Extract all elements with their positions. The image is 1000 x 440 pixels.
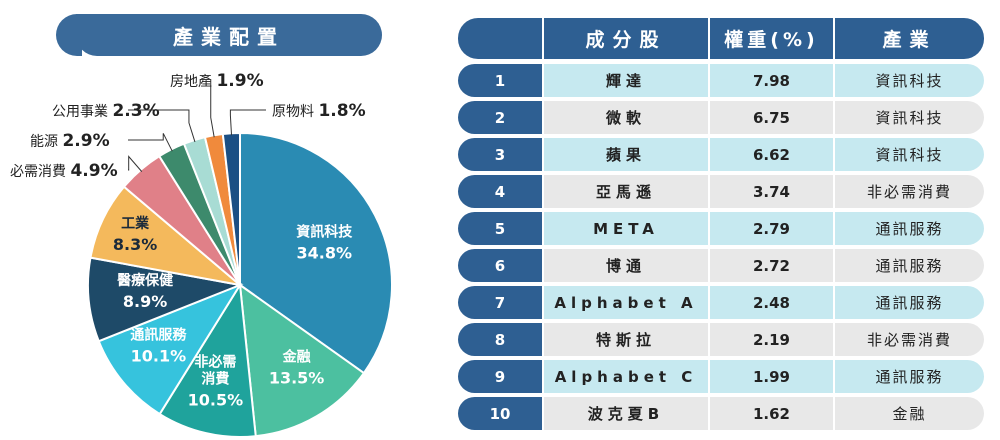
weight-cell: 7.98	[710, 64, 833, 97]
slice-label: 通訊服務	[130, 326, 187, 343]
table-body: 1 輝達 7.98 資訊科技 2 微軟 6.75 資訊科技 3 蘋果 6.62 資訊科技 4 亞馬遜 3.7…	[458, 64, 984, 430]
rank-cell: 9	[458, 360, 542, 393]
weight-cell: 1.62	[710, 397, 833, 430]
slice-label: 資訊科技	[296, 224, 353, 241]
holdings-table: 成分股 權重(%) 產業 1 輝達 7.98 資訊科技 2 微軟 6.75 資訊科技 3 蘋果 6.…	[458, 18, 984, 434]
sector-cell: 通訊服務	[835, 286, 984, 319]
rank-cell: 4	[458, 175, 542, 208]
weight-cell: 6.75	[710, 101, 833, 134]
pie-slice	[97, 282, 243, 416]
slice-callout-label: 能源 2.9%	[30, 131, 110, 151]
weight-cell: 6.62	[710, 138, 833, 171]
rank-cell: 7	[458, 286, 542, 319]
header-rank	[458, 18, 542, 59]
pie-slice	[239, 131, 393, 375]
table-row: 5 META 2.79 通訊服務	[458, 212, 984, 245]
rank-cell: 10	[458, 397, 542, 430]
slice-label: 消費	[201, 371, 229, 388]
weight-cell: 2.72	[710, 249, 833, 282]
chart-title: 產業配置	[56, 14, 382, 56]
callout-line	[210, 80, 215, 138]
rank-cell: 2	[458, 101, 542, 134]
slice-callout-label: 必需消費 4.9%	[10, 161, 118, 181]
slice-value-label: 10.5%	[188, 391, 244, 410]
weight-cell: 2.19	[710, 323, 833, 356]
callout-line	[128, 133, 173, 152]
slice-label: 金融	[282, 349, 311, 366]
header-name: 成分股	[544, 18, 708, 59]
name-cell: Alphabet C	[544, 360, 708, 393]
callout-line	[128, 155, 143, 172]
weight-cell: 1.99	[710, 360, 833, 393]
table-row: 3 蘋果 6.62 資訊科技	[458, 138, 984, 171]
slice-value-label: 13.5%	[269, 369, 325, 388]
slice-value-label: 8.3%	[113, 235, 157, 254]
name-cell: 波克夏B	[544, 397, 708, 430]
sector-cell: 資訊科技	[835, 101, 984, 134]
sector-cell: 通訊服務	[835, 212, 984, 245]
rank-cell: 5	[458, 212, 542, 245]
rank-cell: 3	[458, 138, 542, 171]
pie-slice	[238, 282, 366, 438]
sector-cell: 金融	[835, 397, 984, 430]
sector-cell: 非必需消費	[835, 323, 984, 356]
table-row: 9 Alphabet C 1.99 通訊服務	[458, 360, 984, 393]
sector-cell: 通訊服務	[835, 249, 984, 282]
sector-cell: 資訊科技	[835, 64, 984, 97]
name-cell: 微軟	[544, 101, 708, 134]
slice-value-label: 10.1%	[131, 346, 187, 365]
rank-cell: 1	[458, 64, 542, 97]
table-row: 8 特斯拉 2.19 非必需消費	[458, 323, 984, 356]
sector-cell: 資訊科技	[835, 138, 984, 171]
name-cell: 輝達	[544, 64, 708, 97]
name-cell: 亞馬遜	[544, 175, 708, 208]
slice-callout-label: 公用事業 2.3%	[52, 101, 160, 121]
weight-cell: 2.79	[710, 212, 833, 245]
slice-value-label: 34.8%	[297, 244, 353, 263]
table-row: 6 博通 2.72 通訊服務	[458, 249, 984, 282]
table-row: 10 波克夏B 1.62 金融	[458, 397, 984, 430]
table-header-row: 成分股 權重(%) 產業	[458, 18, 984, 59]
name-cell: 特斯拉	[544, 323, 708, 356]
slice-label: 醫療保健	[117, 272, 173, 289]
sector-pie-chart: 資訊科技 34.8% 金融 13.5% 非必需消費 10.5% 通訊服務 10.1% 醫療保健 8…	[10, 71, 393, 438]
rank-cell: 8	[458, 323, 542, 356]
table-row: 1 輝達 7.98 資訊科技	[458, 64, 984, 97]
table-row: 2 微軟 6.75 資訊科技	[458, 101, 984, 134]
slice-value-label: 8.9%	[123, 292, 167, 311]
name-cell: 蘋果	[544, 138, 708, 171]
callout-line	[128, 109, 196, 143]
callout-line	[229, 109, 266, 136]
header-weight: 權重(%)	[710, 18, 833, 59]
weight-cell: 2.48	[710, 286, 833, 319]
header-sector: 產業	[835, 18, 984, 59]
pie-slice	[158, 281, 257, 438]
table-row: 7 Alphabet A 2.48 通訊服務	[458, 286, 984, 319]
name-cell: META	[544, 212, 708, 245]
name-cell: 博通	[544, 249, 708, 282]
slice-label: 工業	[121, 215, 150, 232]
rank-cell: 6	[458, 249, 542, 282]
weight-cell: 3.74	[710, 175, 833, 208]
slice-callout-label: 房地產 1.9%	[170, 71, 264, 91]
table-row: 4 亞馬遜 3.74 非必需消費	[458, 175, 984, 208]
slice-label: 非必需	[194, 354, 236, 371]
slice-callout-label: 原物料 1.8%	[272, 101, 366, 121]
sector-cell: 通訊服務	[835, 360, 984, 393]
sector-allocation-panel: 產業配置 資訊科技 34.8% 金融 13.5% 非必需 消費 10.5% 通訊服務 10.1%…	[0, 0, 450, 440]
name-cell: Alphabet A	[544, 286, 708, 319]
sector-cell: 非必需消費	[835, 175, 984, 208]
